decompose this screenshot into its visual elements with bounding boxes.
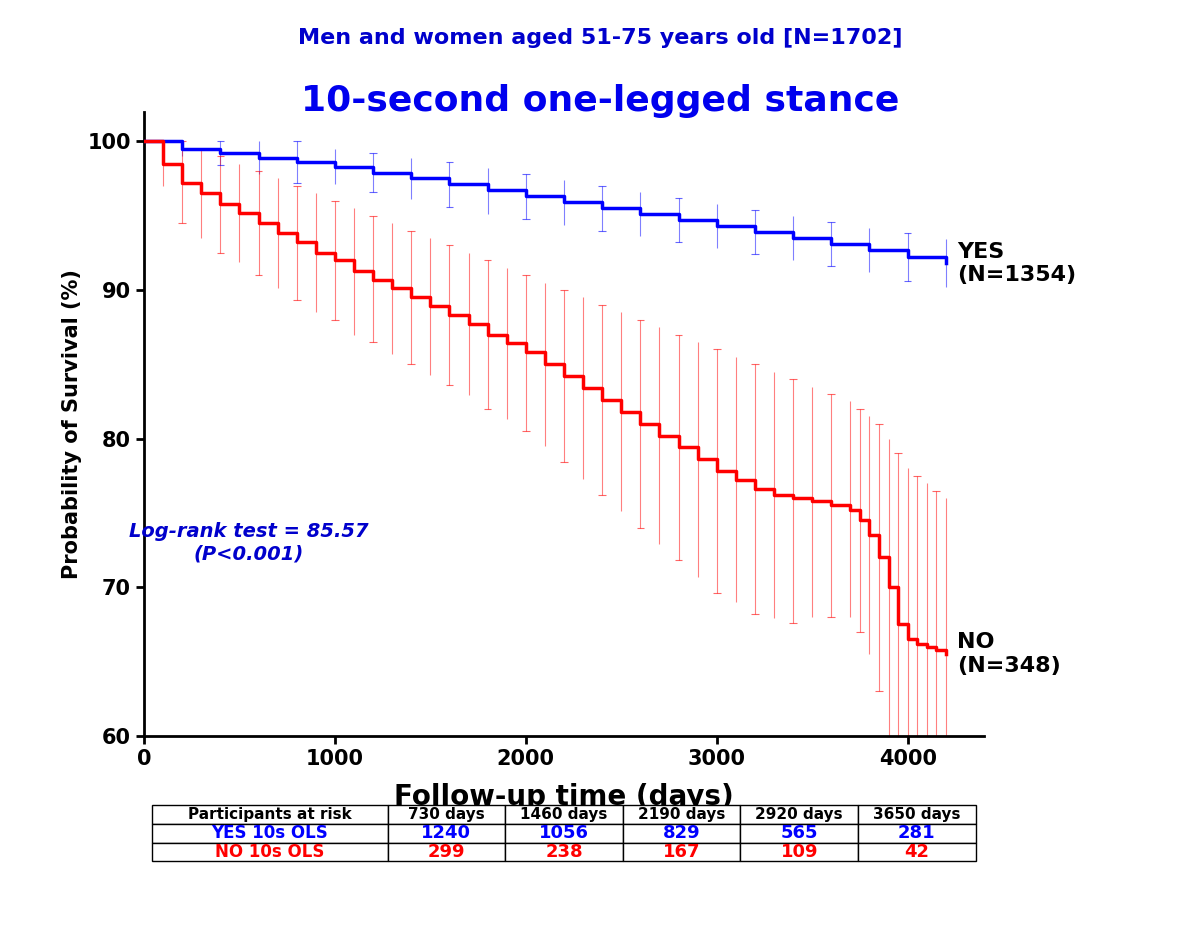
Text: 10-second one-legged stance: 10-second one-legged stance bbox=[301, 84, 899, 118]
X-axis label: Follow-up time (days): Follow-up time (days) bbox=[394, 783, 734, 811]
Text: NO
(N=348): NO (N=348) bbox=[958, 632, 1061, 676]
Text: Men and women aged 51-75 years old [N=1702]: Men and women aged 51-75 years old [N=17… bbox=[298, 28, 902, 48]
Y-axis label: Probability of Survival (%): Probability of Survival (%) bbox=[61, 269, 82, 578]
Text: Log-rank test = 85.57
(P<0.001): Log-rank test = 85.57 (P<0.001) bbox=[130, 522, 368, 564]
Text: YES
(N=1354): YES (N=1354) bbox=[958, 242, 1076, 285]
